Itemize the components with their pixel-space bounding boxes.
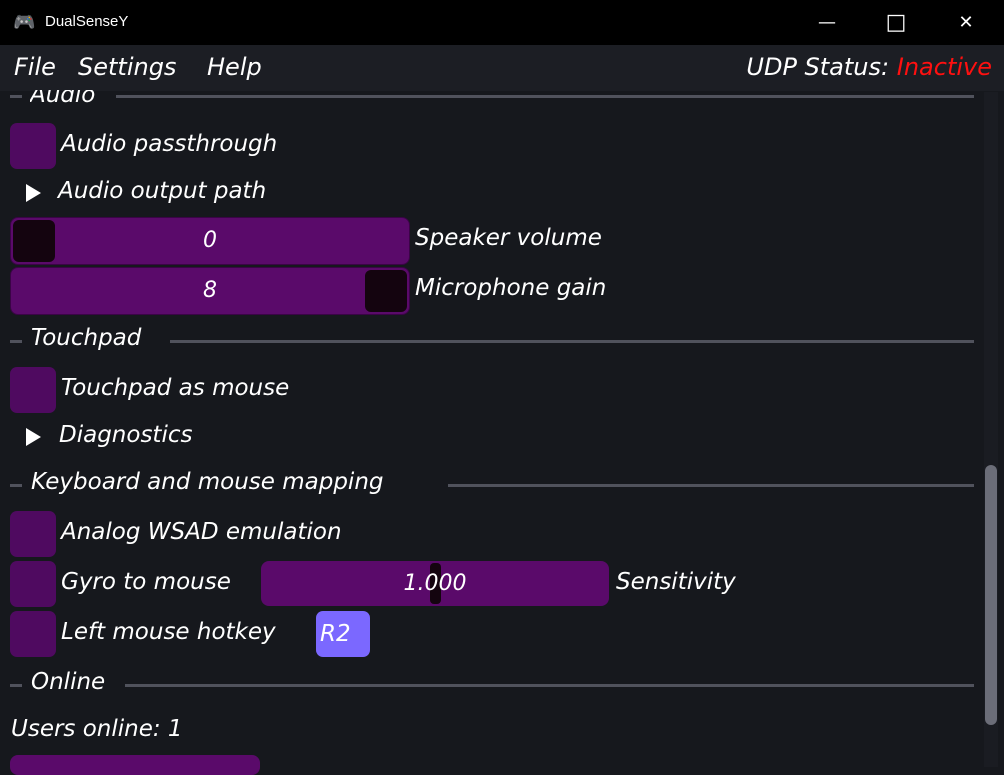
gamepad-icon: 🎮	[13, 12, 36, 33]
separator	[10, 340, 22, 343]
slider-knob[interactable]	[430, 563, 441, 604]
menu-help[interactable]: Help	[207, 53, 262, 81]
speaker-volume-value: 0	[203, 228, 217, 253]
window-title: DualSenseY	[45, 13, 129, 30]
separator	[10, 95, 22, 98]
left-mouse-hotkey-label: Left mouse hotkey	[61, 619, 276, 645]
close-button[interactable]: ✕	[958, 12, 974, 33]
diagnostics-tree[interactable]: Diagnostics	[59, 422, 193, 448]
users-online-text: Users online: 1	[11, 716, 183, 742]
audio-output-path-tree[interactable]: Audio output path	[58, 178, 267, 204]
audio-passthrough-checkbox[interactable]	[10, 123, 56, 169]
mapping-header: Keyboard and mouse mapping	[31, 469, 384, 495]
udp-label: UDP Status:	[746, 53, 890, 81]
microphone-gain-slider[interactable]: 8	[10, 267, 410, 315]
speaker-volume-label: Speaker volume	[415, 225, 602, 251]
separator	[170, 340, 974, 343]
udp-value: Inactive	[896, 53, 992, 81]
online-button[interactable]	[10, 755, 260, 775]
audio-passthrough-label: Audio passthrough	[61, 131, 278, 157]
scrollbar-thumb[interactable]	[985, 465, 997, 725]
sensitivity-label: Sensitivity	[616, 569, 736, 595]
separator	[125, 684, 974, 687]
touchpad-as-mouse-label: Touchpad as mouse	[61, 375, 290, 401]
separator	[448, 484, 974, 487]
microphone-gain-value: 8	[203, 278, 217, 303]
separator	[10, 484, 22, 487]
analog-wsad-label: Analog WSAD emulation	[61, 519, 342, 545]
minimize-button[interactable]: —	[818, 12, 836, 33]
online-header: Online	[31, 669, 106, 695]
touchpad-as-mouse-checkbox[interactable]	[10, 367, 56, 413]
gyro-to-mouse-checkbox[interactable]	[10, 561, 56, 607]
menu-settings[interactable]: Settings	[78, 53, 177, 81]
separator	[10, 684, 22, 687]
left-mouse-hotkey-checkbox[interactable]	[10, 611, 56, 657]
touchpad-header: Touchpad	[31, 325, 142, 351]
audio-header: Audio	[30, 82, 96, 108]
microphone-gain-label: Microphone gain	[415, 275, 607, 301]
title-bar: 🎮 DualSenseY — □ ✕	[0, 0, 1004, 45]
expand-triangle-icon[interactable]	[26, 184, 41, 202]
menu-file[interactable]: File	[14, 53, 56, 81]
slider-knob[interactable]	[365, 270, 407, 312]
maximize-button[interactable]: □	[885, 10, 907, 35]
expand-triangle-icon[interactable]	[26, 428, 41, 446]
slider-knob[interactable]	[13, 220, 55, 262]
gyro-to-mouse-label: Gyro to mouse	[61, 569, 231, 595]
analog-wsad-checkbox[interactable]	[10, 511, 56, 557]
sensitivity-slider[interactable]: 1.000	[261, 561, 609, 606]
hotkey-button[interactable]: R2	[316, 611, 370, 657]
sensitivity-value: 1.000	[403, 571, 467, 596]
separator	[116, 95, 974, 98]
menu-bar	[0, 45, 1004, 91]
udp-status: UDP Status: Inactive	[746, 53, 992, 81]
speaker-volume-slider[interactable]: 0	[10, 217, 410, 265]
